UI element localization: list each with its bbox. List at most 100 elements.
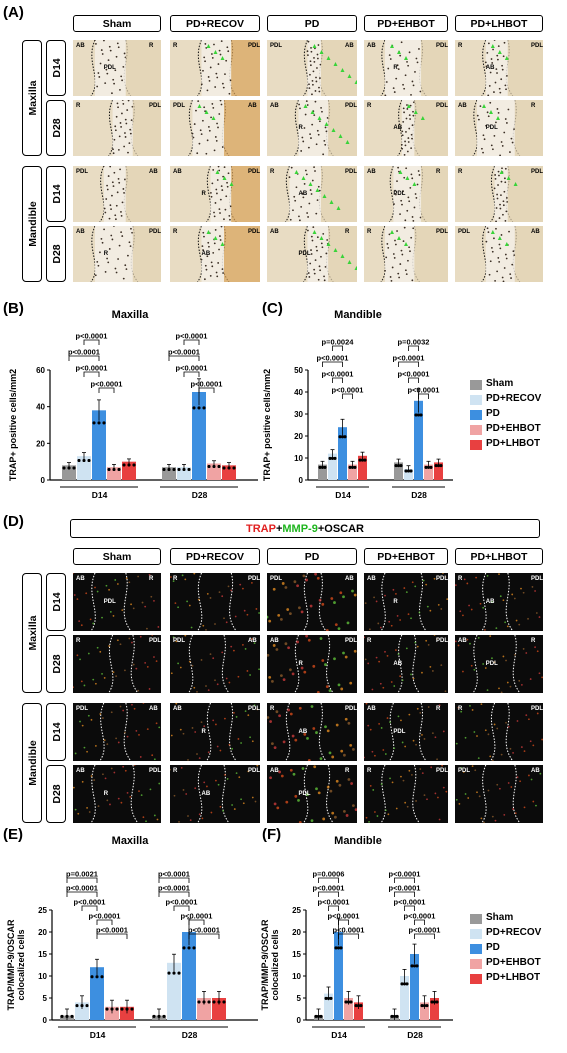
bar-pd-d28 bbox=[414, 400, 423, 480]
y-tick-label: 15 bbox=[38, 950, 47, 959]
day-label-text: D28 bbox=[51, 654, 63, 674]
bar-pd-ehbot-d14 bbox=[105, 1006, 119, 1020]
data-point bbox=[177, 971, 181, 975]
tissue-boundary bbox=[170, 765, 259, 823]
tissue-label-ab: AB bbox=[485, 599, 495, 606]
x-tick-label-d28: D28 bbox=[182, 1030, 198, 1040]
tissue-boundary bbox=[303, 40, 357, 96]
significance-bracket bbox=[98, 387, 115, 393]
data-point bbox=[197, 406, 201, 410]
data-point bbox=[127, 463, 131, 467]
data-point bbox=[395, 1014, 399, 1018]
data-point bbox=[197, 1000, 201, 1004]
legend-label-pd: PD bbox=[486, 942, 500, 953]
tissue-label-pdl: PDL bbox=[436, 768, 448, 774]
tissue-label-r: R bbox=[436, 706, 441, 712]
tissue-boundary bbox=[267, 635, 357, 693]
data-point bbox=[167, 971, 171, 975]
data-point bbox=[82, 458, 86, 462]
significance-bracket bbox=[183, 371, 200, 377]
jaw-label-text: Mandible bbox=[27, 201, 39, 247]
bar-pd-d14 bbox=[334, 932, 343, 1020]
bar-pd-ehbot-d28 bbox=[424, 464, 433, 480]
legend-label-sham: Sham bbox=[486, 912, 514, 923]
data-point bbox=[321, 465, 324, 469]
panel-label-f: (F) bbox=[262, 826, 282, 843]
day-label-d28: D28 bbox=[46, 765, 66, 823]
p-value-label: p<0.0001 bbox=[332, 386, 364, 395]
tissue-label-ab: AB bbox=[458, 103, 467, 109]
jaw-label-maxilla: Maxilla bbox=[22, 573, 42, 693]
significance-bracket bbox=[332, 377, 343, 383]
significance-bracket bbox=[338, 919, 349, 925]
tissue-label-pdl: PDL bbox=[531, 169, 543, 175]
day-label-text: D14 bbox=[51, 184, 63, 204]
group-header-pd-recov: PD+RECOV bbox=[170, 548, 260, 565]
p-value-label: p<0.0001 bbox=[181, 912, 213, 921]
legend-swatch-pd-recov bbox=[470, 395, 482, 405]
bar-pd-recov-d14 bbox=[75, 1002, 89, 1020]
chart-title: Maxilla bbox=[112, 835, 150, 847]
tissue-boundary bbox=[455, 635, 543, 693]
tissue-label-pdl: PDL bbox=[270, 576, 282, 582]
tissue-boundary bbox=[267, 573, 357, 631]
bar-sham-d28 bbox=[394, 462, 403, 480]
data-point bbox=[429, 465, 433, 469]
p-value-label: p<0.0001 bbox=[409, 926, 441, 935]
tissue-label-pdl: PDL bbox=[103, 599, 116, 606]
p-value-label: p<0.0001 bbox=[168, 348, 200, 357]
tissue-label-r: R bbox=[367, 768, 372, 774]
y-tick-label: 15 bbox=[292, 950, 301, 959]
data-point bbox=[80, 1004, 84, 1008]
tissue-boundary bbox=[294, 100, 357, 156]
x-tick-label-d14: D14 bbox=[331, 1030, 347, 1040]
tissue-boundary bbox=[455, 703, 543, 761]
p-value-label: p<0.0001 bbox=[389, 884, 421, 893]
p-value-label: p<0.0001 bbox=[158, 870, 190, 879]
x-tick-label-d14: D14 bbox=[335, 490, 351, 500]
data-point bbox=[110, 1007, 114, 1011]
significance-bracket bbox=[198, 387, 215, 393]
data-point bbox=[314, 1014, 318, 1018]
significance-bracket bbox=[394, 877, 415, 883]
p-value-label: p<0.0001 bbox=[317, 354, 349, 363]
tissue-label-ab: AB bbox=[298, 729, 308, 736]
fluorescence-image-mandible-d14-sham: PDL AB bbox=[73, 703, 161, 761]
y-tick-label: 10 bbox=[38, 972, 47, 981]
data-point bbox=[187, 467, 191, 471]
data-point bbox=[430, 1000, 434, 1004]
p-value-label: p<0.0001 bbox=[389, 870, 421, 879]
data-point bbox=[354, 1004, 358, 1008]
panel-label-e: (E) bbox=[3, 826, 23, 843]
tissue-boundary bbox=[170, 573, 260, 631]
y-axis-label: TRAP/MMP-9/OSCARcolocalized cells bbox=[260, 919, 280, 1011]
bar-pd-d28 bbox=[410, 954, 419, 1020]
fluorescence-image-mandible-d14-pd-recov: AB PDL R bbox=[170, 703, 260, 761]
tissue-label-pdl: PDL bbox=[485, 125, 498, 132]
y-tick-label: 25 bbox=[38, 906, 47, 915]
significance-bracket bbox=[68, 355, 100, 361]
data-point bbox=[410, 964, 414, 968]
tissue-boundary bbox=[388, 166, 448, 222]
data-point bbox=[85, 1004, 89, 1008]
tissue-label-ab: AB bbox=[345, 576, 354, 582]
data-point bbox=[403, 982, 406, 986]
y-axis-label: TRAP+ positive cells/mm2 bbox=[262, 369, 272, 481]
tissue-boundary bbox=[73, 765, 161, 823]
tissue-label-pdl: PDL bbox=[149, 638, 161, 644]
bar-pd-lhbot-d28 bbox=[222, 465, 236, 480]
p-value-label: p<0.0001 bbox=[76, 332, 108, 341]
tissue-label-r: R bbox=[149, 43, 154, 49]
legend-item-pd-lhbot: PD+LHBOT bbox=[470, 972, 565, 985]
tissue-label-r: R bbox=[458, 43, 463, 49]
trap-stain-label: TRAP bbox=[246, 523, 276, 535]
tissue-label-ab: AB bbox=[345, 43, 354, 49]
data-point bbox=[415, 964, 419, 968]
data-point bbox=[351, 465, 354, 469]
panel-label-a: (A) bbox=[3, 4, 24, 21]
jaw-label-text: Maxilla bbox=[27, 615, 39, 651]
legend-item-pd-recov: PD+RECOV bbox=[470, 927, 565, 940]
fluorescence-image-maxilla-d28-pd: AB PDL R bbox=[267, 635, 357, 693]
data-point bbox=[117, 467, 121, 471]
oscar-stain-label: +OSCAR bbox=[317, 523, 364, 535]
